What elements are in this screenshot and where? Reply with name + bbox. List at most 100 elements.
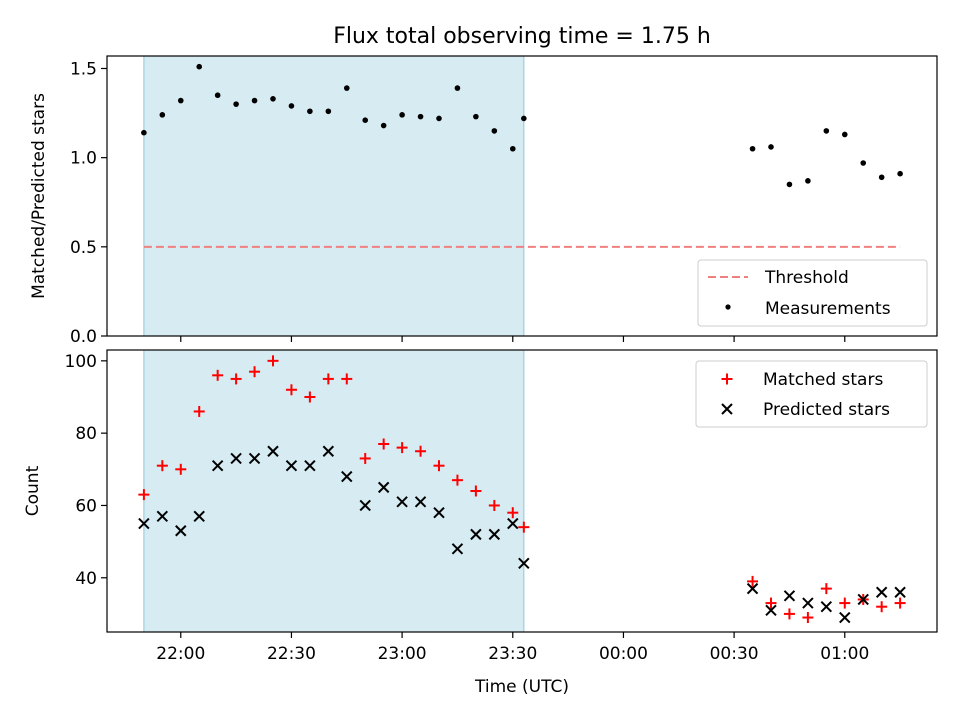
matched-point (341, 373, 353, 385)
measurement-point (141, 129, 147, 136)
matched-point (820, 583, 832, 595)
matched-point (433, 460, 445, 472)
x-stroke-b (518, 557, 530, 570)
matched-point (488, 499, 500, 511)
measurement-point (897, 170, 903, 177)
matched-point (267, 355, 279, 367)
x-stroke-b (396, 496, 408, 508)
x-stroke-b (894, 586, 906, 598)
x-stroke-b (285, 459, 298, 472)
matched-point (894, 597, 906, 609)
bottom-axes: 40 60 80 100 22:00 22:30 23:00 23:30 00:00 00:30… (23, 349, 938, 697)
predicted-point (285, 459, 298, 472)
matched-point (322, 373, 334, 385)
predicted-point (304, 459, 316, 472)
predicted-point (211, 459, 224, 472)
predicted-point (765, 604, 777, 617)
matched-point (175, 463, 187, 475)
x-tick-label: 00:30 (710, 644, 759, 664)
measurement-point (251, 97, 258, 104)
predicted-legend-label: Predicted stars (763, 400, 890, 420)
predicted-point (396, 496, 408, 508)
predicted-point (433, 506, 445, 519)
matched-point (470, 485, 482, 497)
top-legend-box (697, 259, 928, 327)
x-stroke-b (765, 604, 777, 617)
matched-point (138, 489, 150, 501)
matched-point (359, 452, 371, 464)
predicted-point (359, 499, 371, 512)
matched-point (378, 438, 390, 450)
measurement-point (491, 128, 498, 134)
predicted-point (377, 481, 390, 494)
top-y-axis-label: Matched/Predicted stars (29, 93, 49, 299)
x-stroke-b (138, 517, 150, 530)
top-observing-span (143, 55, 525, 337)
predicted-point (820, 600, 833, 613)
x-stroke-b (359, 499, 371, 512)
predicted-point (341, 470, 353, 483)
x-stroke-b (875, 586, 888, 598)
x-stroke-b (857, 593, 869, 606)
predicted-point (138, 517, 150, 530)
x-tick-label: 01:00 (820, 644, 869, 664)
matched-point (212, 369, 224, 381)
measurement-point (380, 122, 387, 129)
measurement-point (454, 85, 461, 91)
measurement-point (786, 181, 793, 188)
y-tick-label: 100 (65, 352, 97, 372)
matched-point (230, 373, 242, 385)
x-stroke-b (746, 582, 759, 595)
y-tick-label: 1.5 (70, 59, 97, 79)
measurement-point (473, 113, 479, 120)
predicted-point (746, 582, 759, 595)
matched-point (747, 575, 759, 587)
x-stroke-b (193, 510, 205, 523)
matched-point (396, 442, 408, 454)
x-stroke-b (341, 470, 353, 483)
predicted-legend-marker (721, 403, 733, 415)
top-axes-frame (106, 55, 938, 337)
bottom-legend: Matched stars Predicted stars (695, 360, 928, 428)
matched-point (765, 597, 777, 609)
y-tick-label: 1.0 (70, 149, 97, 169)
x-tick-label: 22:00 (156, 644, 205, 664)
predicted-legend-swatch (721, 403, 733, 415)
x-tick-label: 23:30 (488, 644, 537, 664)
predicted-point (875, 586, 888, 598)
x-stroke-b (470, 528, 482, 541)
measurement-point (159, 112, 166, 118)
predicted-point (267, 445, 279, 457)
measurement-point (214, 92, 221, 99)
measurement-point (521, 115, 527, 122)
x-stroke-b (156, 510, 169, 523)
measurement-point (343, 85, 350, 91)
x-stroke-b (820, 600, 833, 613)
matched-legend-swatch (721, 373, 733, 385)
matched-point (193, 405, 205, 417)
measurement-point (399, 112, 405, 118)
predicted-point (857, 593, 869, 606)
bottom-legend-box (695, 360, 928, 428)
predicted-point (518, 557, 530, 570)
matched-point (156, 460, 168, 472)
x-tick-label: 00:00 (599, 644, 648, 664)
predicted-point (802, 597, 814, 609)
top-axes: 0.0 0.5 1.0 1.5 Matched/Predicted stars Thr… (29, 55, 938, 347)
chart-title: Flux total observing time = 1.75 h (333, 24, 711, 49)
y-tick-label: 40 (75, 569, 97, 589)
matched-point (518, 521, 530, 533)
measurement-point (417, 113, 424, 120)
x-stroke-b (248, 452, 261, 465)
matched-point (249, 366, 261, 378)
top-y-ticks: 0.0 0.5 1.0 1.5 (70, 59, 107, 347)
predicted-point (488, 528, 501, 541)
x-stroke-b (322, 445, 335, 457)
measurement-point (878, 174, 885, 181)
matched-point (451, 474, 463, 486)
measurement-point (749, 145, 756, 152)
predicted-point (193, 510, 205, 523)
bottom-marks (138, 355, 906, 624)
x-stroke-b (839, 611, 851, 624)
